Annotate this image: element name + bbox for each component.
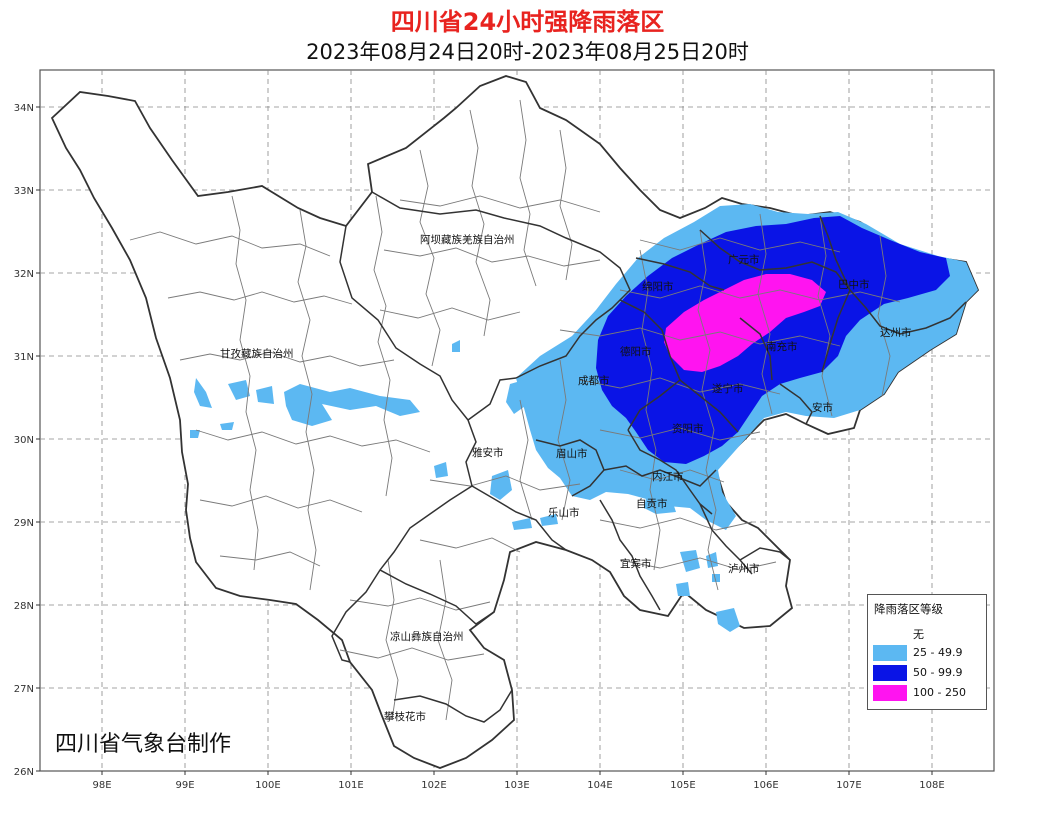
- place-nanchong: 南充市: [766, 340, 798, 353]
- lat-label-33n: 33N: [14, 186, 34, 197]
- legend-label-100-250: 100 - 250: [913, 686, 966, 699]
- place-guangan: 安市: [812, 401, 833, 414]
- lon-label-107e: 107E: [836, 780, 861, 791]
- lon-label-104e: 104E: [587, 780, 612, 791]
- rain-zone-100-250: [664, 274, 826, 372]
- lat-label-26n: 26N: [14, 767, 34, 778]
- place-suining: 遂宁市: [712, 382, 744, 395]
- place-ziyang: 资阳市: [672, 422, 704, 435]
- prefecture-boundaries: [331, 191, 967, 723]
- place-yaan: 雅安市: [472, 446, 504, 459]
- lat-label-31n: 31N: [14, 352, 34, 363]
- map-title: 四川省24小时强降雨落区: [390, 8, 665, 36]
- lat-label-27n: 27N: [14, 684, 34, 695]
- lon-label-105e: 105E: [670, 780, 695, 791]
- lon-label-99e: 99E: [175, 780, 194, 791]
- place-luzhou: 泸州市: [728, 562, 760, 575]
- lon-label-98e: 98E: [92, 780, 111, 791]
- place-panzhihua: 攀枝花市: [384, 710, 426, 723]
- lon-label-103e: 103E: [504, 780, 529, 791]
- rain-zone-50-99: [596, 216, 950, 464]
- legend-item-25-49: 25 - 49.9: [873, 645, 985, 661]
- legend-label-25-49: 25 - 49.9: [913, 646, 963, 659]
- legend-swatch-none: [873, 625, 907, 641]
- place-mianyang: 绵阳市: [642, 280, 674, 293]
- legend-title: 降雨落区等级: [874, 602, 943, 616]
- lon-label-101e: 101E: [338, 780, 363, 791]
- lat-label-32n: 32N: [14, 269, 34, 280]
- place-aba: 阿坝藏族羌族自治州: [420, 233, 515, 246]
- legend-item-100-250: 100 - 250: [873, 685, 985, 701]
- legend-item-50-99: 50 - 99.9: [873, 665, 985, 681]
- lat-label-30n: 30N: [14, 435, 34, 446]
- lat-label-28n: 28N: [14, 601, 34, 612]
- place-leshan: 乐山市: [548, 506, 580, 519]
- place-liangshan: 凉山彝族自治州: [390, 630, 464, 643]
- legend-swatch-50-99: [873, 665, 907, 681]
- place-ganzi: 甘孜藏族自治州: [220, 347, 294, 360]
- place-meishan: 眉山市: [556, 447, 588, 460]
- place-bazhong: 巴中市: [838, 278, 870, 291]
- legend-swatch-25-49: [873, 645, 907, 661]
- place-deyang: 德阳市: [620, 345, 652, 358]
- map-subtitle: 2023年08月24日20时-2023年08月25日20时: [306, 40, 749, 64]
- lon-label-108e: 108E: [919, 780, 944, 791]
- legend-item-none: 无: [873, 625, 985, 641]
- place-neijiang: 内江市: [652, 470, 684, 483]
- legend: 降雨落区等级 无 25 - 49.9 50 - 99.9 100 - 250: [867, 594, 987, 710]
- place-chengdu: 成都市: [578, 374, 610, 387]
- lat-label-29n: 29N: [14, 518, 34, 529]
- place-yibin: 宜宾市: [620, 557, 652, 570]
- lon-label-106e: 106E: [753, 780, 778, 791]
- legend-swatch-100-250: [873, 685, 907, 701]
- lon-label-100e: 100E: [255, 780, 280, 791]
- producer-credit: 四川省气象台制作: [55, 732, 232, 757]
- legend-label-none: 无: [913, 628, 924, 641]
- lat-label-34n: 34N: [14, 103, 34, 114]
- place-dazhou: 达州市: [880, 326, 912, 339]
- rain-zone-25-49-patches: [190, 340, 740, 632]
- legend-label-50-99: 50 - 99.9: [913, 666, 963, 679]
- lon-label-102e: 102E: [421, 780, 446, 791]
- axis-ticks: [36, 106, 933, 775]
- place-guangyuan: 广元市: [728, 253, 760, 266]
- place-zigong: 自贡市: [636, 497, 668, 510]
